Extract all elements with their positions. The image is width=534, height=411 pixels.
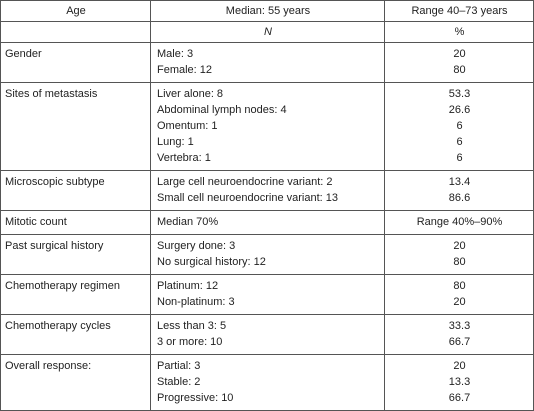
row-items: Surgery done: 3 No surgical history: 12 (150, 234, 385, 275)
row-item: Non-platinum: 3 (157, 296, 235, 308)
row-item: Male: 3 (157, 48, 194, 60)
row-item: Female: 12 (157, 64, 213, 76)
subheader-n: N (150, 21, 385, 43)
row-value: 80 (453, 280, 466, 292)
row-item: Partial: 3 (157, 360, 201, 372)
row-values: 20 80 (384, 234, 534, 275)
row-values: 53.3 26.6 6 6 6 (384, 82, 534, 171)
table-row: Past surgical history Surgery done: 3 No s… (0, 234, 534, 275)
header-median: Median: 55 years (150, 0, 385, 22)
row-values: 20 13.3 66.7 (384, 354, 534, 411)
header-row: Age Median: 55 years Range 40–73 years (0, 0, 534, 22)
row-value: 53.3 (448, 88, 471, 100)
row-value: 6 (456, 120, 463, 132)
row-item: Liver alone: 8 (157, 88, 224, 100)
row-value: 80 (453, 64, 466, 76)
row-label: Overall response: (0, 354, 151, 411)
subheader-empty (0, 21, 151, 43)
row-value: 86.6 (448, 192, 471, 204)
table-row: Microscopic subtype Large cell neuroendoc… (0, 170, 534, 211)
header-age: Age (0, 0, 151, 22)
row-value: 26.6 (448, 104, 471, 116)
row-label: Sites of metastasis (0, 82, 151, 171)
row-value: 6 (456, 152, 463, 164)
row-items: Median 70% (150, 210, 385, 235)
row-values: 13.4 86.6 (384, 170, 534, 211)
row-value: 13.4 (448, 176, 471, 188)
subheader-row: N % (0, 21, 534, 43)
row-label: Mitotic count (0, 210, 151, 235)
row-value: 80 (453, 256, 466, 268)
row-items: Male: 3 Female: 12 (150, 42, 385, 83)
row-value: 20 (453, 296, 466, 308)
row-label: Microscopic subtype (0, 170, 151, 211)
header-range: Range 40–73 years (384, 0, 534, 22)
row-item: Abdominal lymph nodes: 4 (157, 104, 287, 116)
row-item: No surgical history: 12 (157, 256, 266, 268)
row-item: Less than 3: 5 (157, 320, 227, 332)
table-row: Sites of metastasis Liver alone: 8 Abdomin… (0, 82, 534, 171)
row-item: Vertebra: 1 (157, 152, 211, 164)
row-value: Range 40%–90% (416, 216, 503, 228)
row-label: Past surgical history (0, 234, 151, 275)
table-row: Chemotherapy regimen Platinum: 12 Non-plat… (0, 274, 534, 315)
row-value: 66.7 (448, 336, 471, 348)
row-item: Platinum: 12 (157, 280, 219, 292)
row-values: 33.3 66.7 (384, 314, 534, 355)
table-row: Overall response: Partial: 3 Stable: 2 Prog… (0, 354, 534, 411)
row-item: Median 70% (157, 216, 219, 228)
row-values: 80 20 (384, 274, 534, 315)
row-items: Less than 3: 5 3 or more: 10 (150, 314, 385, 355)
row-items: Platinum: 12 Non-platinum: 3 (150, 274, 385, 315)
row-item: Stable: 2 (157, 376, 201, 388)
row-items: Large cell neuroendocrine variant: 2 Smal… (150, 170, 385, 211)
row-label: Chemotherapy regimen (0, 274, 151, 315)
subheader-percent: % (384, 21, 534, 43)
row-item: Small cell neuroendocrine variant: 13 (157, 192, 338, 204)
row-items: Liver alone: 8 Abdominal lymph nodes: 4 Om… (150, 82, 385, 171)
row-label: Gender (0, 42, 151, 83)
table-row: Gender Male: 3 Female: 12 20 80 (0, 42, 534, 83)
row-value: 20 (453, 48, 466, 60)
row-item: Progressive: 10 (157, 392, 234, 404)
row-value: 20 (453, 240, 466, 252)
row-value: 66.7 (448, 392, 471, 404)
row-value: 13.3 (448, 376, 471, 388)
row-items: Partial: 3 Stable: 2 Progressive: 10 (150, 354, 385, 411)
table-row: Chemotherapy cycles Less than 3: 5 3 or mo… (0, 314, 534, 355)
row-item: Surgery done: 3 (157, 240, 236, 252)
table-row: Mitotic count Median 70% Range 40%–90% (0, 210, 534, 235)
row-item: Large cell neuroendocrine variant: 2 (157, 176, 333, 188)
row-item: 3 or more: 10 (157, 336, 223, 348)
row-value: 6 (456, 136, 463, 148)
row-value: 33.3 (448, 320, 471, 332)
row-value: 20 (453, 360, 466, 372)
row-item: Lung: 1 (157, 136, 194, 148)
row-values: Range 40%–90% (384, 210, 534, 235)
row-item: Omentum: 1 (157, 120, 218, 132)
row-label: Chemotherapy cycles (0, 314, 151, 355)
row-values: 20 80 (384, 42, 534, 83)
